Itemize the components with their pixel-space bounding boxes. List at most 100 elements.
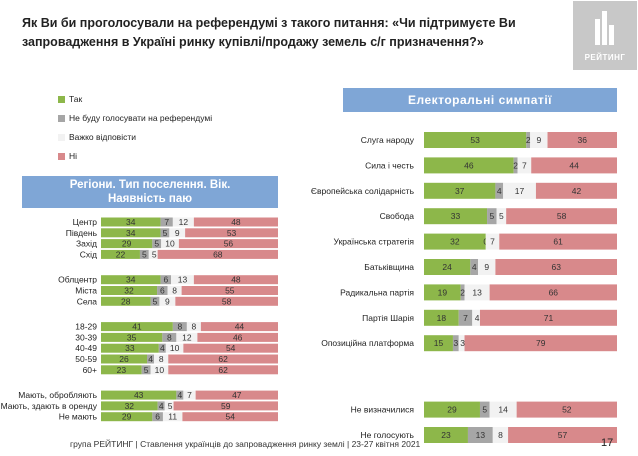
parties-data-label-wont-vote: 2 [460, 287, 465, 297]
parties-bar-segment-yes [424, 309, 459, 326]
regions-bar-segment-yes [101, 286, 158, 295]
parties-bar-segment-yes [424, 132, 527, 148]
parties-bar-segment-no [464, 335, 617, 352]
parties-data-label-hard-to-say: 5 [499, 211, 504, 221]
parties-data-label-no: 79 [536, 338, 546, 348]
regions-data-label-no: 46 [233, 332, 243, 342]
parties-bar-segment-no [499, 233, 617, 250]
parties-bar-segment-wont-vote [467, 427, 493, 443]
parties-data-label-no: 58 [557, 211, 567, 221]
regions-data-label-hard-to-say: 10 [155, 365, 165, 375]
parties-bar-segment-hard-to-say [478, 259, 496, 275]
parties-category-label: Сила і честь [365, 160, 414, 170]
regions-bar-segment-wont-vote [162, 332, 177, 342]
regions-bar-segment-wont-vote [147, 354, 155, 364]
regions-data-label-hard-to-say: 8 [172, 286, 177, 296]
parties-bar-segment-yes [424, 182, 496, 199]
parties-bar-row-10: Не голосують 23 13 8 57 [361, 427, 617, 443]
regions-data-label-no: 48 [231, 275, 241, 285]
regions-bar-row-7: 18-29 41 8 8 44 [75, 322, 278, 332]
parties-bar-row-8: Опозиційна платформа 15 3 3 79 [321, 335, 617, 352]
regions-bar-segment-wont-vote [152, 412, 163, 422]
parties-category-label: Радикальна партія [340, 287, 414, 297]
regions-data-label-hard-to-say: 12 [179, 217, 189, 227]
regions-banner: Регіони. Тип поселення. Вік. Наявність п… [22, 176, 278, 208]
regions-bar-segment-no [193, 217, 278, 227]
regions-bar-row-6: Села 28 5 9 58 [77, 296, 278, 306]
parties-category-label: Партія Шарія [362, 313, 414, 323]
parties-data-label-wont-vote: 5 [482, 405, 487, 415]
parties-data-label-yes: 18 [437, 313, 447, 323]
regions-bar-segment-hard-to-say [164, 401, 174, 411]
regions-bar-segment-hard-to-say [172, 217, 194, 227]
regions-data-label-hard-to-say: 12 [182, 332, 192, 342]
parties-data-label-yes: 32 [450, 237, 460, 247]
regions-bar-segment-hard-to-say [176, 332, 198, 342]
parties-data-label-wont-vote: 2 [513, 160, 518, 170]
parties-data-label-no: 61 [553, 237, 563, 247]
parties-bar-segment-wont-vote [470, 259, 479, 275]
parties-bar-segment-hard-to-say [517, 157, 532, 174]
parties-data-label-yes: 23 [441, 430, 451, 440]
legend-swatch-hard-to-say [58, 134, 65, 141]
regions-bar-segment-yes [101, 365, 142, 375]
parties-data-label-wont-vote: 4 [497, 186, 502, 196]
regions-data-label-wont-vote: 6 [155, 412, 160, 422]
regions-data-label-no: 55 [225, 286, 235, 296]
regions-bar-segment-hard-to-say [183, 390, 196, 400]
regions-category-label: Села [77, 296, 98, 306]
parties-bar-segment-yes [424, 427, 468, 443]
regions-bar-row-11: 60+ 23 5 10 62 [83, 365, 278, 375]
regions-bar-row-14: Не мають 29 6 11 54 [59, 412, 278, 422]
regions-bar-segment-no [175, 296, 278, 306]
parties-data-label-yes: 33 [451, 211, 461, 221]
legend-swatch-wont-vote [58, 115, 65, 122]
regions-data-label-no: 62 [218, 365, 228, 375]
regions-bar-segment-yes [101, 217, 161, 227]
parties-data-label-yes: 46 [464, 160, 474, 170]
regions-bar-row-0: Центр 34 7 12 48 [73, 217, 278, 227]
regions-data-label-yes: 32 [124, 286, 134, 296]
parties-data-label-wont-vote: 7 [463, 313, 468, 323]
regions-bar-segment-no [195, 390, 278, 400]
regions-data-label-no: 44 [235, 322, 245, 332]
regions-data-label-yes: 26 [119, 354, 129, 364]
regions-data-label-no: 62 [218, 354, 228, 364]
regions-bar-segment-yes [101, 412, 153, 422]
page-number: 17 [601, 437, 614, 449]
parties-bar-segment-yes [424, 401, 480, 418]
regions-data-label-yes: 29 [122, 239, 132, 249]
legend-label-wont-vote: Не буду голосувати на референдумі [69, 113, 213, 123]
parties-data-label-hard-to-say: 17 [515, 186, 525, 196]
parties-category-label: Слуга народу [361, 135, 415, 145]
regions-data-label-wont-vote: 5 [142, 249, 147, 259]
parties-data-label-yes: 19 [438, 287, 448, 297]
parties-data-label-wont-vote: 13 [476, 430, 486, 440]
regions-bar-segment-hard-to-say [169, 228, 186, 238]
regions-bar-row-8: 30-39 35 8 12 46 [75, 332, 278, 342]
parties-data-label-no: 57 [558, 430, 568, 440]
parties-bar-segment-wont-vote [452, 335, 459, 352]
regions-data-label-hard-to-say: 10 [170, 343, 180, 353]
parties-data-label-yes: 53 [470, 135, 480, 145]
legend-label-yes: Так [69, 94, 83, 104]
parties-data-label-yes: 37 [455, 186, 465, 196]
regions-bar-segment-hard-to-say [162, 412, 183, 422]
regions-category-label: Центр [73, 217, 98, 227]
regions-data-label-hard-to-say: 10 [165, 239, 175, 249]
regions-data-label-yes: 33 [125, 343, 135, 353]
parties-data-label-hard-to-say: 4 [475, 313, 480, 323]
regions-category-label: Схід [80, 249, 97, 259]
regions-bar-segment-no [178, 239, 278, 249]
parties-bar-segment-hard-to-say [472, 309, 480, 326]
parties-data-label-hard-to-say: 3 [460, 338, 465, 348]
parties-data-label-no: 63 [551, 262, 561, 272]
regions-bar-segment-no [168, 354, 278, 364]
parties-data-label-wont-vote: 4 [472, 262, 477, 272]
parties-bar-segment-yes [424, 208, 488, 225]
parties-bar-segment-no [547, 132, 617, 148]
regions-bar-segment-no [183, 343, 278, 353]
regions-data-label-no: 58 [222, 296, 232, 306]
regions-data-label-yes: 43 [134, 390, 144, 400]
